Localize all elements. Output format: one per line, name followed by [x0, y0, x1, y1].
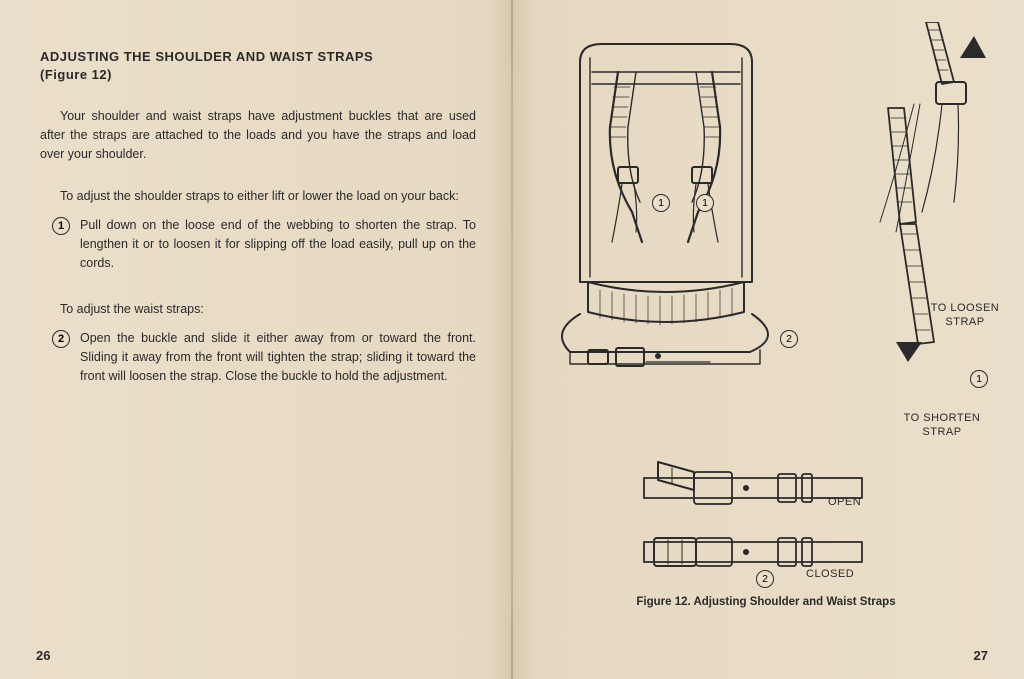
page-number-right: 27	[974, 648, 988, 663]
label-open: OPEN	[828, 496, 861, 510]
figure-caption: Figure 12. Adjusting Shoulder and Waist …	[548, 596, 984, 608]
page-number-left: 26	[36, 648, 50, 663]
callout-number-2a: 2	[780, 330, 798, 348]
book-spine	[511, 0, 513, 679]
step-1: 1 Pull down on the loose end of the webb…	[40, 216, 476, 272]
step-1-text: Pull down on the loose end of the webbin…	[80, 216, 476, 272]
waist-lead: To adjust the waist straps:	[40, 300, 476, 319]
label-closed: CLOSED	[806, 568, 854, 582]
intro-paragraph: Your shoulder and waist straps have adju…	[40, 107, 476, 163]
heading-line-1: ADJUSTING THE SHOULDER AND WAIST STRAPS	[40, 49, 373, 64]
step-2-text: Open the buckle and slide it either away…	[80, 329, 476, 385]
shoulder-lead: To adjust the shoulder straps to either …	[40, 187, 476, 206]
figure-12: 1 1 2 1 2 TO LOOSENSTRAP TO SHORTENSTRAP…	[548, 48, 984, 588]
step-2: 2 Open the buckle and slide it either aw…	[40, 329, 476, 385]
label-shorten: TO SHORTENSTRAP	[892, 412, 992, 440]
step-2-number: 2	[52, 330, 70, 348]
page-left: ADJUSTING THE SHOULDER AND WAIST STRAPS …	[0, 0, 512, 679]
callout-number-1a: 1	[652, 194, 670, 212]
strap-detail-illustration	[826, 22, 1006, 422]
callout-number-1b: 1	[696, 194, 714, 212]
page-right: 1 1 2 1 2 TO LOOSENSTRAP TO SHORTENSTRAP…	[512, 0, 1024, 679]
step-1-number: 1	[52, 217, 70, 235]
callout-number-2b: 2	[756, 570, 774, 588]
callout-number-1c: 1	[970, 370, 988, 388]
heading-line-2: (Figure 12)	[40, 67, 112, 82]
section-heading: ADJUSTING THE SHOULDER AND WAIST STRAPS …	[40, 48, 476, 83]
label-loosen: TO LOOSENSTRAP	[920, 302, 1010, 330]
backpack-frame-illustration	[540, 32, 800, 412]
